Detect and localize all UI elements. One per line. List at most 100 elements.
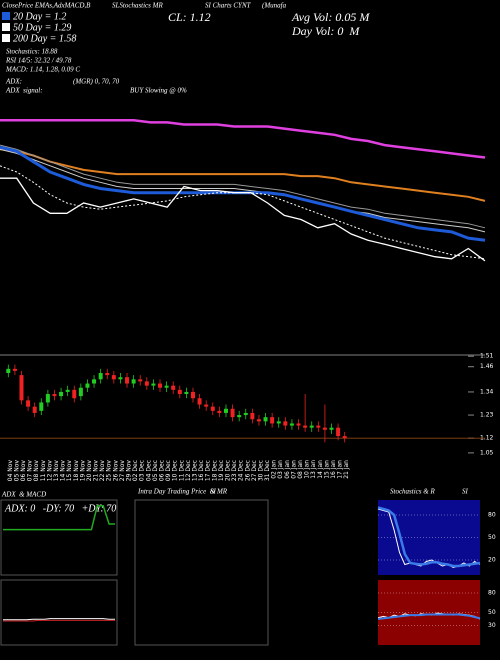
x-tick-label: 10 Jan xyxy=(304,460,311,479)
x-tick-label: 29 Nov xyxy=(126,460,133,482)
series-line xyxy=(3,618,115,621)
legend-swatch xyxy=(2,34,10,42)
series-line xyxy=(0,119,486,159)
y-tick-label: 50 xyxy=(488,609,496,616)
x-tick-label: 31 Dec xyxy=(264,460,271,481)
x-tick-label: 08 Jan xyxy=(297,460,304,479)
y-tick-label: 80 xyxy=(488,590,496,597)
candle-body xyxy=(26,400,31,407)
panel-subtitle: SI xyxy=(462,488,469,496)
x-tick-label: 18 Nov xyxy=(73,460,80,482)
info-text: MACD: 1.14, 1.28, 0.09 C xyxy=(5,66,80,74)
info-text: ADX: xyxy=(5,78,22,86)
header-text: SI Charts CYNT xyxy=(205,2,252,10)
panel-annotation: ADX: 0 -DY: 70 +DY: 70 xyxy=(4,503,116,514)
x-tick-label: 06 Dec xyxy=(159,460,166,481)
candle-body xyxy=(72,389,77,399)
macd-panel xyxy=(0,579,118,646)
legend-swatch xyxy=(2,12,10,20)
x-tick-label: 09 Dec xyxy=(165,460,172,481)
series-line xyxy=(377,613,481,620)
candle-body xyxy=(171,385,176,390)
series-line xyxy=(0,148,486,202)
y-tick-label: 1.05 xyxy=(480,449,494,456)
candle-body xyxy=(85,383,90,388)
x-tick-label: 20 Nov xyxy=(86,460,93,482)
candle-body xyxy=(256,419,261,422)
candle-body xyxy=(184,391,189,395)
adx-panel xyxy=(0,499,118,576)
x-tick-label: 17 Jan xyxy=(337,460,344,479)
x-tick-label: 04 Dec xyxy=(145,460,152,481)
intraday-panel xyxy=(134,499,269,646)
x-tick-label: 19 Dec xyxy=(218,460,225,481)
x-tick-label: 27 Nov xyxy=(119,460,126,482)
y-tick-label: 1.51 xyxy=(480,353,494,360)
legend-label: 200 Day = 1.58 xyxy=(13,33,76,44)
x-tick-label: 02 Jan xyxy=(271,460,278,479)
panel-subtitle: SI xyxy=(210,488,217,496)
candle-body xyxy=(19,375,24,401)
x-tick-label: 04 Nov xyxy=(7,460,14,482)
x-tick-label: 14 Jan xyxy=(317,460,324,479)
x-tick-label: 16 Dec xyxy=(198,460,205,481)
panel-title: Intra Day Trading Price & MR xyxy=(137,488,228,496)
x-tick-label: 13 Nov xyxy=(53,460,60,482)
day-volume: Day Vol: 0 M xyxy=(291,24,360,38)
candle-body xyxy=(289,423,294,426)
x-tick-label: 22 Nov xyxy=(99,460,106,482)
candle-body xyxy=(151,383,156,386)
candle-body xyxy=(223,408,228,413)
info-text: (MGR) 0, 70, 70 xyxy=(73,78,120,86)
candle-body xyxy=(52,394,57,397)
candle-body xyxy=(316,425,321,428)
y-tick-label: 1.46 xyxy=(480,363,494,370)
panel-title: Stochastics & R xyxy=(390,488,435,496)
panel-title: ADX & MACD xyxy=(1,491,46,499)
candle-body xyxy=(270,417,275,424)
x-tick-label: 06 Nov xyxy=(20,460,27,482)
x-tick-label: 25 Nov xyxy=(106,460,113,482)
candle-body xyxy=(78,387,83,397)
candle-body xyxy=(164,385,169,388)
info-text: RSI 14/5: 32.32 / 49.78 xyxy=(5,57,72,65)
x-tick-label: 05 Dec xyxy=(152,460,159,481)
y-tick-label: 20 xyxy=(488,557,496,564)
candle-body xyxy=(125,377,130,384)
x-tick-label: 11 Dec xyxy=(178,460,185,481)
x-tick-label: 12 Nov xyxy=(46,460,53,482)
series-line xyxy=(3,619,115,622)
candle-body xyxy=(230,408,235,418)
candle-body xyxy=(131,379,136,384)
close-price: CL: 1.12 xyxy=(168,10,211,24)
series-line xyxy=(377,508,481,569)
x-tick-label: 14 Nov xyxy=(60,460,67,482)
y-tick-label: 1.34 xyxy=(480,388,494,395)
x-tick-label: 10 Dec xyxy=(172,460,179,481)
candle-body xyxy=(243,412,248,416)
y-tick-label: 1.23 xyxy=(480,412,494,419)
candle-body xyxy=(342,436,347,439)
candle-body xyxy=(118,377,123,380)
x-tick-label: 21 Jan xyxy=(343,460,350,479)
series-line xyxy=(0,177,486,262)
series-line xyxy=(0,144,486,229)
candle-body xyxy=(32,406,37,413)
avg-volume: Avg Vol: 0.05 M xyxy=(291,10,370,24)
legend-label: 20 Day = 1.2 xyxy=(13,11,66,22)
x-tick-label: 23 Dec xyxy=(231,460,238,481)
candle-body xyxy=(250,412,255,420)
candle-body xyxy=(65,389,70,392)
x-tick-label: 03 Jan xyxy=(277,460,284,479)
x-tick-label: 20 Dec xyxy=(224,460,231,481)
candle-body xyxy=(177,389,182,395)
candle-body xyxy=(92,379,97,384)
candle-body xyxy=(336,427,341,437)
series-line xyxy=(0,148,486,233)
candle-body xyxy=(303,425,308,428)
candle-body xyxy=(158,383,163,388)
x-tick-label: 26 Nov xyxy=(112,460,119,482)
x-tick-label: 30 Dec xyxy=(257,460,264,481)
x-tick-label: 15 Jan xyxy=(323,460,330,479)
